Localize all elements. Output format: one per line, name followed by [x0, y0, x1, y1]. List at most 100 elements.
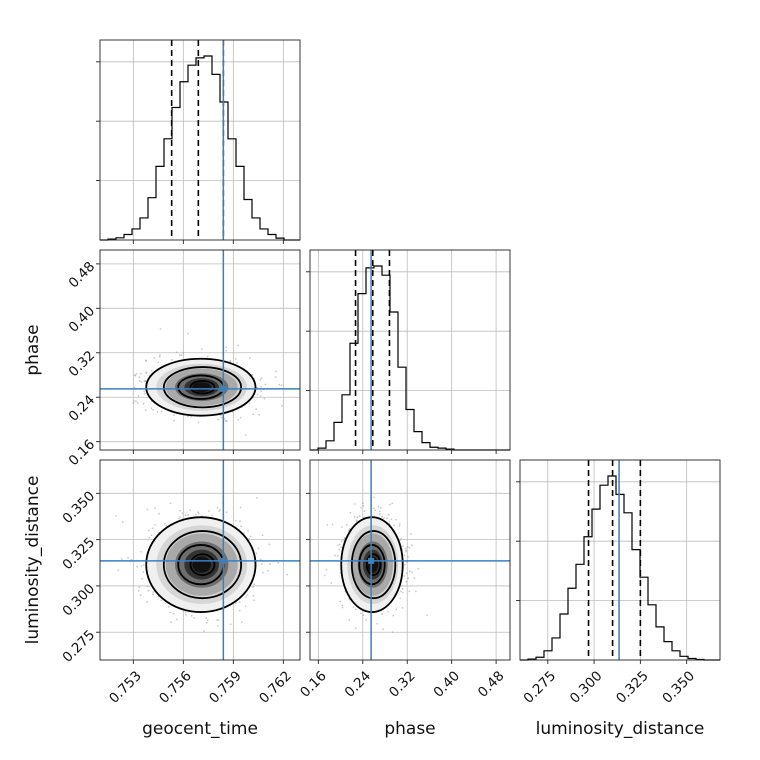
ytick-label-phase-1: 0.24	[66, 392, 99, 425]
scatter-phase-vs-luminosity_distance-point	[343, 536, 346, 539]
ytick-label-luminosity_distance-2: 0.325	[60, 534, 99, 573]
scatter-geocent_time-vs-phase-point	[173, 419, 175, 422]
scatter-geocent_time-vs-phase-point	[256, 386, 259, 389]
xtick-label-phase-0: 0.16	[297, 668, 330, 701]
scatter-phase-vs-luminosity_distance-truth-marker	[368, 557, 375, 564]
scatter-geocent_time-vs-luminosity_distance-point	[235, 602, 237, 605]
scatter-geocent_time-vs-luminosity_distance-point	[218, 510, 221, 512]
scatter-geocent_time-vs-phase-point	[135, 400, 137, 403]
scatter-geocent_time-vs-luminosity_distance-point	[252, 586, 254, 588]
scatter-geocent_time-vs-luminosity_distance-point	[234, 519, 237, 522]
scatter-geocent_time-vs-luminosity_distance-point	[247, 529, 249, 532]
scatter-geocent_time-vs-luminosity_distance-point	[184, 611, 187, 614]
scatter-geocent_time-vs-phase-inner	[100, 250, 300, 450]
scatter-geocent_time-vs-phase-point	[145, 372, 148, 374]
hist-phase-frame	[309, 249, 511, 451]
scatter-geocent_time-vs-luminosity_distance-point	[147, 589, 150, 592]
xtick-label-phase-2: 0.32	[386, 668, 419, 701]
scatter-phase-vs-luminosity_distance-point	[387, 513, 390, 516]
scatter-phase-vs-luminosity_distance-point	[336, 554, 339, 557]
scatter-phase-vs-luminosity_distance-point	[426, 614, 428, 616]
scatter-geocent_time-vs-phase-point	[258, 413, 261, 416]
scatter-phase-vs-luminosity_distance-point	[408, 570, 411, 573]
scatter-geocent_time-vs-phase-point	[260, 377, 263, 380]
scatter-geocent_time-vs-luminosity_distance-contour-1	[162, 530, 243, 600]
scatter-geocent_time-vs-luminosity_distance-point	[197, 512, 200, 515]
scatter-geocent_time-vs-luminosity_distance-point	[181, 512, 184, 515]
scatter-geocent_time-vs-phase-point	[260, 390, 262, 393]
scatter-geocent_time-vs-luminosity_distance-point	[164, 523, 166, 525]
scatter-geocent_time-vs-luminosity_distance-point	[136, 565, 139, 568]
scatter-geocent_time-vs-luminosity_distance-point	[152, 591, 155, 593]
scatter-geocent_time-vs-luminosity_distance-point	[121, 521, 124, 523]
scatter-phase-vs-luminosity_distance-point	[401, 591, 404, 594]
xtick-label-geocent_time-0: 0.753	[106, 668, 145, 707]
scatter-geocent_time-vs-luminosity_distance-point	[203, 630, 206, 633]
scatter-geocent_time-vs-phase-point	[182, 352, 185, 354]
scatter-phase-vs-luminosity_distance-point	[390, 518, 393, 520]
scatter-geocent_time-vs-luminosity_distance-point	[211, 514, 214, 517]
ytick-label-phase-4: 0.48	[66, 259, 99, 292]
scatter-geocent_time-vs-phase-point	[153, 357, 156, 359]
scatter-geocent_time-vs-phase-point	[187, 332, 190, 335]
scatter-geocent_time-vs-luminosity_distance-point	[197, 511, 200, 514]
scatter-phase-vs-luminosity_distance-point	[373, 507, 375, 510]
scatter-phase-vs-luminosity_distance-point	[388, 520, 391, 523]
scatter-geocent_time-vs-phase-point	[180, 354, 183, 356]
scatter-geocent_time-vs-luminosity_distance-point	[255, 552, 258, 555]
scatter-geocent_time-vs-luminosity_distance-point	[140, 565, 143, 567]
scatter-phase-vs-luminosity_distance-point	[387, 611, 390, 613]
scatter-geocent_time-vs-luminosity_distance-point	[205, 617, 208, 620]
scatter-phase-vs-luminosity_distance-point	[330, 582, 333, 584]
scatter-phase-vs-luminosity_distance-contour-0	[340, 516, 404, 613]
scatter-geocent_time-vs-luminosity_distance-point	[216, 625, 219, 627]
scatter-geocent_time-vs-luminosity_distance-point	[195, 513, 197, 516]
scatter-geocent_time-vs-phase-point	[159, 328, 162, 330]
scatter-phase-vs-luminosity_distance-point	[326, 524, 329, 526]
scatter-geocent_time-vs-luminosity_distance-point	[238, 601, 241, 604]
scatter-geocent_time-vs-phase-density-level-5	[192, 382, 212, 393]
scatter-phase-vs-luminosity_distance-point	[398, 524, 401, 527]
scatter-phase-vs-luminosity_distance-point	[407, 577, 410, 580]
scatter-geocent_time-vs-luminosity_distance-point	[256, 497, 258, 499]
scatter-geocent_time-vs-phase-truth-marker	[220, 385, 227, 392]
scatter-geocent_time-vs-luminosity_distance-panel	[96, 460, 300, 664]
scatter-phase-vs-luminosity_distance-point	[382, 628, 384, 631]
scatter-geocent_time-vs-phase-point	[225, 349, 228, 352]
scatter-geocent_time-vs-luminosity_distance-point	[244, 605, 247, 608]
scatter-geocent_time-vs-luminosity_distance-point	[261, 534, 264, 537]
scatter-geocent_time-vs-luminosity_distance-point	[248, 537, 251, 540]
scatter-phase-vs-luminosity_distance-point	[405, 550, 408, 553]
scatter-phase-vs-luminosity_distance-point	[346, 523, 348, 526]
scatter-geocent_time-vs-phase-point	[157, 361, 160, 364]
scatter-geocent_time-vs-luminosity_distance-point	[165, 524, 168, 527]
scatter-geocent_time-vs-phase-point	[135, 372, 138, 375]
scatter-geocent_time-vs-luminosity_distance-point	[150, 534, 153, 537]
scatter-phase-vs-luminosity_distance-point	[383, 517, 385, 520]
hist-luminosity_distance-steps	[520, 475, 720, 661]
scatter-phase-vs-luminosity_distance-point	[411, 571, 413, 574]
scatter-phase-vs-luminosity_distance-point	[362, 614, 365, 617]
scatter-phase-vs-luminosity_distance-point	[401, 607, 404, 609]
scatter-phase-vs-luminosity_distance-point	[374, 509, 376, 512]
scatter-geocent_time-vs-phase-point	[145, 359, 147, 362]
scatter-geocent_time-vs-luminosity_distance-point	[158, 512, 161, 515]
scatter-geocent_time-vs-luminosity_distance-point	[190, 614, 193, 617]
scatter-geocent_time-vs-luminosity_distance-point	[169, 502, 172, 505]
scatter-geocent_time-vs-phase-point	[178, 354, 181, 356]
scatter-geocent_time-vs-luminosity_distance-point	[120, 558, 123, 560]
scatter-geocent_time-vs-phase-point	[159, 354, 161, 356]
scatter-geocent_time-vs-phase-point	[217, 418, 219, 421]
xtick-label-luminosity_distance-1: 0.300	[567, 668, 606, 707]
scatter-phase-vs-luminosity_distance-point	[405, 549, 407, 552]
hist-luminosity_distance-panel	[516, 460, 720, 664]
scatter-geocent_time-vs-luminosity_distance-point	[185, 613, 187, 616]
scatter-geocent_time-vs-phase-point	[236, 361, 239, 364]
scatter-geocent_time-vs-luminosity_distance-point	[178, 517, 181, 520]
scatter-geocent_time-vs-luminosity_distance-frame	[99, 459, 301, 661]
scatter-geocent_time-vs-phase-point	[239, 416, 242, 419]
scatter-geocent_time-vs-luminosity_distance-point	[148, 536, 151, 539]
scatter-phase-vs-luminosity_distance-point	[402, 545, 404, 547]
scatter-phase-vs-luminosity_distance-point	[410, 544, 413, 546]
